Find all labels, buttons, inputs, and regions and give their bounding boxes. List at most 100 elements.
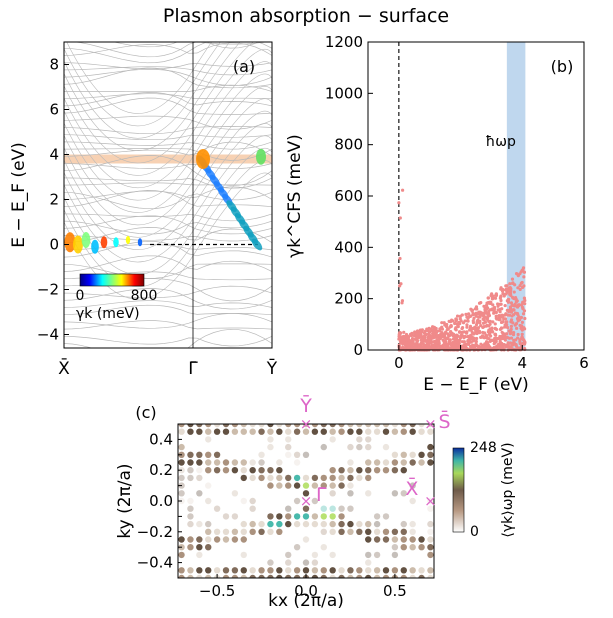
k-point-dot: [285, 443, 292, 451]
scatter-point: [520, 280, 524, 285]
scatter-point: [447, 334, 451, 338]
y-tick-label: 800: [334, 136, 363, 154]
scatter-point: [429, 341, 433, 345]
scatter-point: [478, 345, 482, 350]
k-point-dot: [187, 459, 194, 466]
scatter-point: [483, 315, 487, 319]
k-point-dot: [427, 497, 434, 505]
scatter-point: [514, 322, 519, 326]
scatter-point: [469, 314, 473, 318]
k-point-dot: [311, 520, 319, 528]
band-line: [64, 135, 272, 263]
k-point-dot: [258, 459, 265, 466]
k-point-dot: [365, 436, 372, 443]
scatter-point: [501, 320, 505, 324]
scatter-point: [522, 284, 526, 288]
scatter-point: [465, 325, 469, 329]
band-line: [64, 177, 272, 189]
scatter-point: [522, 275, 526, 279]
scatter-point: [518, 272, 522, 276]
scatter-point: [472, 316, 476, 320]
k-point-dot: [347, 474, 354, 482]
scatter-point: [440, 321, 444, 325]
scatter-point: [454, 326, 458, 330]
k-point-dot: [365, 443, 372, 451]
colorbar-a: [79, 273, 145, 287]
k-point-dot: [222, 428, 230, 435]
scatter-point: [398, 335, 402, 339]
scatter-point: [410, 336, 415, 341]
x-tick-label: 0.5: [383, 582, 407, 600]
highlight-label: ħωp: [486, 134, 516, 150]
scatter-point: [497, 314, 501, 318]
colorbar-max-label: 800: [131, 288, 158, 304]
k-point-dot: [205, 574, 212, 578]
k-point-dot: [240, 574, 247, 578]
k-point-dot: [267, 467, 274, 474]
k-point-dot: [382, 513, 390, 520]
scatter-point: [436, 334, 441, 338]
k-point-dot: [240, 459, 247, 466]
scatter-point: [451, 337, 456, 341]
y-tick-label: 1000: [325, 84, 363, 102]
k-point-dot: [356, 467, 363, 474]
k-point-dot: [293, 428, 301, 435]
k-point-dot: [347, 567, 354, 574]
k-point-dot: [409, 567, 416, 574]
k-point-dot: [302, 451, 310, 458]
k-point-dot: [187, 497, 194, 505]
scatter-point: [506, 313, 510, 317]
k-point-dot: [373, 467, 381, 474]
k-point-dot: [276, 467, 283, 474]
y-tick-label: 8: [49, 56, 59, 74]
k-point-dot: [285, 482, 292, 489]
scatter-point: [518, 283, 522, 288]
k-point-dot: [418, 451, 425, 458]
k-point-dot: [338, 520, 345, 528]
scatter-point: [432, 339, 437, 344]
scatter-point: [467, 312, 471, 316]
y-tick-label: 2: [49, 191, 59, 209]
scatter-point: [510, 341, 514, 346]
scatter-point: [477, 329, 482, 333]
scatter-point: [474, 340, 478, 344]
band-line: [64, 42, 272, 56]
k-point-dot: [320, 505, 327, 512]
scatter-point: [475, 331, 479, 336]
scatter-point: [455, 335, 459, 339]
scatter-point: [464, 312, 468, 316]
k-point-dot: [391, 551, 399, 559]
symmetry-point-marker: ×: [300, 415, 313, 433]
panel-label: (c): [135, 403, 156, 422]
k-point-dot: [373, 536, 381, 543]
scattering-marker: [113, 237, 119, 248]
k-point-dot: [329, 428, 336, 435]
k-point-dot: [231, 567, 239, 574]
k-point-dot: [178, 567, 185, 574]
band-line: [64, 42, 231, 139]
band-line: [64, 263, 272, 279]
k-point-dot: [400, 459, 407, 466]
k-point-dot: [276, 520, 283, 528]
scatter-point: [458, 317, 462, 321]
scatter-point: [485, 301, 489, 305]
scatter-point: [476, 320, 480, 324]
scatter-point: [474, 311, 478, 315]
scatter-point: [523, 340, 527, 345]
k-point-dot: [373, 459, 381, 466]
band-line: [112, 42, 260, 49]
k-point-dot: [196, 459, 203, 466]
k-point-dot: [356, 567, 363, 574]
k-point-dot: [231, 528, 239, 535]
k-point-dot: [329, 467, 336, 474]
page-title: Plasmon absorption − surface: [163, 5, 449, 27]
scatter-point: [520, 335, 524, 339]
scatter-points: [397, 188, 527, 352]
k-point-dot: [391, 536, 399, 543]
k-point-dot: [365, 536, 372, 543]
band-line: [64, 328, 272, 348]
k-point-dot: [329, 567, 336, 574]
scatter-point: [468, 326, 472, 330]
scatter-point: [485, 340, 489, 344]
scatter-point: [512, 341, 517, 346]
